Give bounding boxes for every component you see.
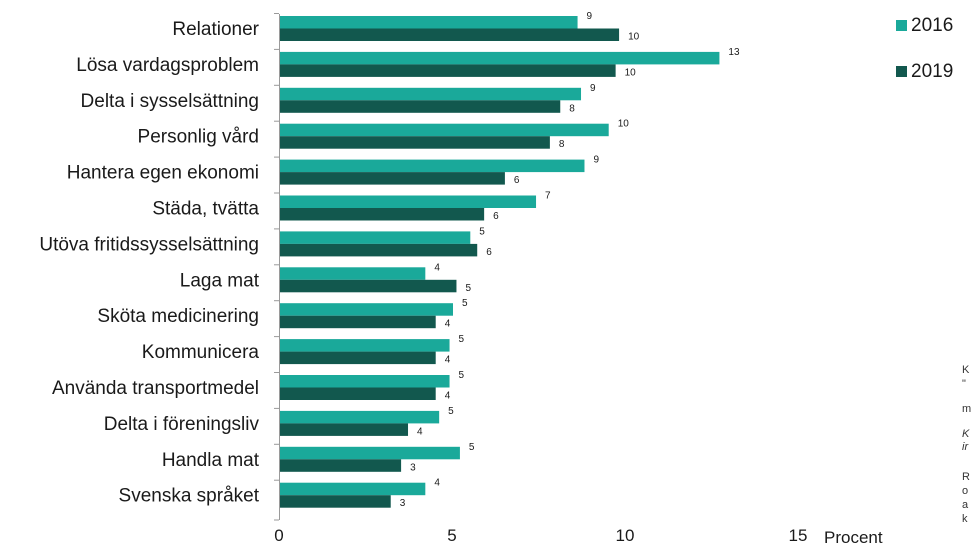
category-label: Laga mat xyxy=(180,270,260,291)
category-label: Svenska språket xyxy=(119,486,260,507)
x-axis-label: Procent xyxy=(824,528,883,547)
legend: 2016 2019 xyxy=(896,15,953,82)
side-note-fragment: R xyxy=(962,471,970,483)
category-label: Handla mat xyxy=(162,450,260,471)
data-label: 4 xyxy=(434,478,440,489)
bar-2019 xyxy=(280,136,550,149)
data-label: 5 xyxy=(459,370,465,381)
category-label: Relationer xyxy=(172,19,259,40)
bar-2016 xyxy=(280,410,440,424)
side-note-fragment: K xyxy=(962,364,970,376)
side-note-fragment: K xyxy=(962,428,970,440)
x-tick-label: 5 xyxy=(447,526,456,545)
data-label: 5 xyxy=(459,334,465,345)
data-label: 13 xyxy=(728,47,740,58)
data-label: 5 xyxy=(465,283,471,294)
data-label: 4 xyxy=(445,319,451,330)
bar-2019 xyxy=(280,387,436,400)
bar-2016 xyxy=(280,375,450,388)
bar-2016 xyxy=(280,16,578,29)
bar-2019 xyxy=(280,28,620,41)
data-label: 5 xyxy=(448,406,454,417)
side-note-fragment: m xyxy=(962,403,972,415)
bar-2019 xyxy=(280,495,391,508)
data-label: 5 xyxy=(479,226,485,237)
bar-2016 xyxy=(280,159,585,173)
legend-label: 2016 xyxy=(911,15,953,36)
side-note-fragment: ir xyxy=(962,441,969,453)
data-label: 4 xyxy=(434,262,440,273)
data-label: 6 xyxy=(493,211,499,222)
category-label: Delta i föreningsliv xyxy=(104,414,260,435)
x-tick-label: 0 xyxy=(274,526,283,545)
side-note-fragment: o xyxy=(962,485,969,497)
bar-2016 xyxy=(280,195,537,208)
category-label: Kommunicera xyxy=(142,342,260,363)
x-tick-label: 10 xyxy=(616,526,635,545)
category-label: Utöva fritidssysselsättning xyxy=(39,234,259,255)
bar-2016 xyxy=(280,339,450,352)
data-label: 10 xyxy=(625,67,637,78)
category-label: Hantera egen ekonomi xyxy=(67,163,259,184)
bar-2016 xyxy=(280,446,460,460)
bar-2019 xyxy=(280,243,478,257)
category-label: Lösa vardagsproblem xyxy=(76,55,259,76)
legend-swatch-2019 xyxy=(896,66,907,77)
data-label: 7 xyxy=(545,191,551,202)
side-note-fragment: k xyxy=(962,513,968,525)
data-label: 3 xyxy=(400,498,406,509)
bar-2019 xyxy=(280,423,409,436)
side-note-fragment: " xyxy=(962,378,966,390)
x-tick-label: 15 xyxy=(789,526,808,545)
data-label: 10 xyxy=(618,119,630,130)
category-label: Städa, tvätta xyxy=(152,199,259,220)
category-label: Använda transportmedel xyxy=(52,378,259,399)
legend-swatch-2016 xyxy=(896,20,907,31)
data-label: 9 xyxy=(587,11,593,22)
data-label: 5 xyxy=(469,442,475,453)
bar-2016 xyxy=(280,51,720,65)
category-label: Personlig vård xyxy=(138,127,259,148)
bar-2019 xyxy=(280,315,436,329)
bar-2016 xyxy=(280,123,609,137)
bar-2019 xyxy=(280,64,616,77)
data-label: 8 xyxy=(569,103,575,114)
category-label: Sköta medicinering xyxy=(97,306,259,327)
bar-2019 xyxy=(280,351,436,365)
bars-layer xyxy=(280,16,720,508)
bar-2016 xyxy=(280,303,453,316)
bar-2019 xyxy=(280,279,457,293)
axis-layer xyxy=(274,13,280,521)
data-label: 3 xyxy=(410,462,416,473)
labels-layer: Relationer Lösa vardagsproblem Delta i sys… xyxy=(39,11,883,547)
bar-2019 xyxy=(280,459,402,472)
category-label: Delta i sysselsättning xyxy=(81,91,259,112)
legend-label: 2019 xyxy=(911,61,953,82)
bar-2016 xyxy=(280,482,426,496)
data-label: 10 xyxy=(628,32,640,43)
data-label: 6 xyxy=(514,175,520,186)
data-label: 5 xyxy=(462,298,468,309)
bar-2019 xyxy=(280,208,485,221)
bar-2016 xyxy=(280,267,426,280)
bar-2016 xyxy=(280,231,471,244)
data-label: 9 xyxy=(590,83,596,94)
bar-2019 xyxy=(280,100,561,113)
side-note-fragment: a xyxy=(962,499,969,511)
bar-2019 xyxy=(280,172,505,185)
data-label: 9 xyxy=(593,155,599,166)
data-label: 4 xyxy=(417,426,423,437)
data-label: 8 xyxy=(559,139,565,150)
data-label: 4 xyxy=(445,355,451,366)
data-label: 6 xyxy=(486,247,492,258)
bar-2016 xyxy=(280,87,582,101)
data-label: 4 xyxy=(445,391,451,402)
